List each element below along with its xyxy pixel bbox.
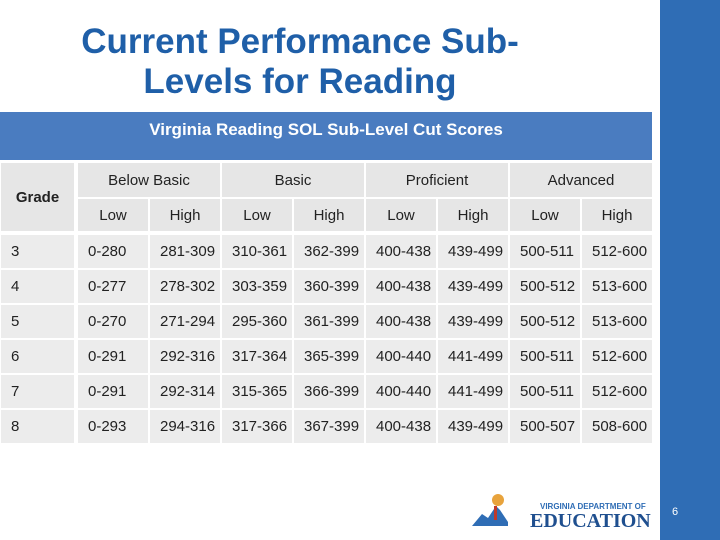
sub-header: High bbox=[437, 198, 509, 232]
score-cell: 400-438 bbox=[365, 409, 437, 444]
score-cell: 400-440 bbox=[365, 339, 437, 374]
score-cell: 0-293 bbox=[77, 409, 149, 444]
score-cell: 360-399 bbox=[293, 269, 365, 304]
grade-cell: 5 bbox=[0, 304, 75, 339]
score-cell: 400-438 bbox=[365, 234, 437, 269]
group-header: Below Basic bbox=[77, 162, 221, 198]
score-cell: 500-512 bbox=[509, 304, 581, 339]
score-cell: 400-438 bbox=[365, 304, 437, 339]
score-cell: 294-316 bbox=[149, 409, 221, 444]
score-cell: 315-365 bbox=[221, 374, 293, 409]
score-cell: 400-440 bbox=[365, 374, 437, 409]
score-cell: 292-316 bbox=[149, 339, 221, 374]
score-cell: 439-499 bbox=[437, 409, 509, 444]
score-cell: 439-499 bbox=[437, 234, 509, 269]
score-cell: 439-499 bbox=[437, 304, 509, 339]
score-cell: 441-499 bbox=[437, 374, 509, 409]
score-cell: 317-364 bbox=[221, 339, 293, 374]
score-cell: 500-512 bbox=[509, 269, 581, 304]
score-cell: 362-399 bbox=[293, 234, 365, 269]
score-cell: 0-270 bbox=[77, 304, 149, 339]
score-cell: 439-499 bbox=[437, 269, 509, 304]
logo-text: VIRGINIA DEPARTMENT OF bbox=[540, 502, 646, 511]
score-cell: 365-399 bbox=[293, 339, 365, 374]
grade-cell: 7 bbox=[0, 374, 75, 409]
score-cell: 512-600 bbox=[581, 234, 653, 269]
score-cell: 310-361 bbox=[221, 234, 293, 269]
score-cell: 500-511 bbox=[509, 374, 581, 409]
score-cell: 0-291 bbox=[77, 374, 149, 409]
score-cell: 512-600 bbox=[581, 374, 653, 409]
score-cell: 0-291 bbox=[77, 339, 149, 374]
score-cell: 367-399 bbox=[293, 409, 365, 444]
sub-header: Low bbox=[221, 198, 293, 232]
sub-header: High bbox=[293, 198, 365, 232]
score-cell: 278-302 bbox=[149, 269, 221, 304]
score-cell: 500-511 bbox=[509, 234, 581, 269]
logo-icon bbox=[472, 494, 508, 526]
score-cell: 512-600 bbox=[581, 339, 653, 374]
grade-cell: 6 bbox=[0, 339, 75, 374]
table-caption: Virginia Reading SOL Sub-Level Cut Score… bbox=[0, 112, 652, 160]
grade-cell: 8 bbox=[0, 409, 75, 444]
sub-header: Low bbox=[509, 198, 581, 232]
grade-header: Grade bbox=[0, 162, 75, 232]
logo-text: EDUCATION bbox=[530, 510, 651, 532]
group-header: Basic bbox=[221, 162, 365, 198]
score-cell: 441-499 bbox=[437, 339, 509, 374]
group-header: Advanced bbox=[509, 162, 653, 198]
score-cell: 303-359 bbox=[221, 269, 293, 304]
score-cell: 317-366 bbox=[221, 409, 293, 444]
sub-header: Low bbox=[77, 198, 149, 232]
sub-header: High bbox=[149, 198, 221, 232]
score-cell: 0-280 bbox=[77, 234, 149, 269]
score-cell: 500-511 bbox=[509, 339, 581, 374]
sub-header: Low bbox=[365, 198, 437, 232]
page-number: 6 bbox=[671, 506, 679, 518]
score-cell: 513-600 bbox=[581, 304, 653, 339]
slide-title: Current Performance Sub-Levels for Readi… bbox=[81, 22, 519, 101]
grade-cell: 4 bbox=[0, 269, 75, 304]
score-cell: 295-360 bbox=[221, 304, 293, 339]
score-cell: 281-309 bbox=[149, 234, 221, 269]
score-cell: 513-600 bbox=[581, 269, 653, 304]
score-cell: 508-600 bbox=[581, 409, 653, 444]
score-cell: 0-277 bbox=[77, 269, 149, 304]
sub-header: High bbox=[581, 198, 653, 232]
group-header: Proficient bbox=[365, 162, 509, 198]
score-cell: 500-507 bbox=[509, 409, 581, 444]
side-stripe bbox=[660, 0, 720, 540]
grade-cell: 3 bbox=[0, 234, 75, 269]
score-cell: 292-314 bbox=[149, 374, 221, 409]
score-cell: 361-399 bbox=[293, 304, 365, 339]
score-cell: 271-294 bbox=[149, 304, 221, 339]
score-cell: 400-438 bbox=[365, 269, 437, 304]
score-cell: 366-399 bbox=[293, 374, 365, 409]
